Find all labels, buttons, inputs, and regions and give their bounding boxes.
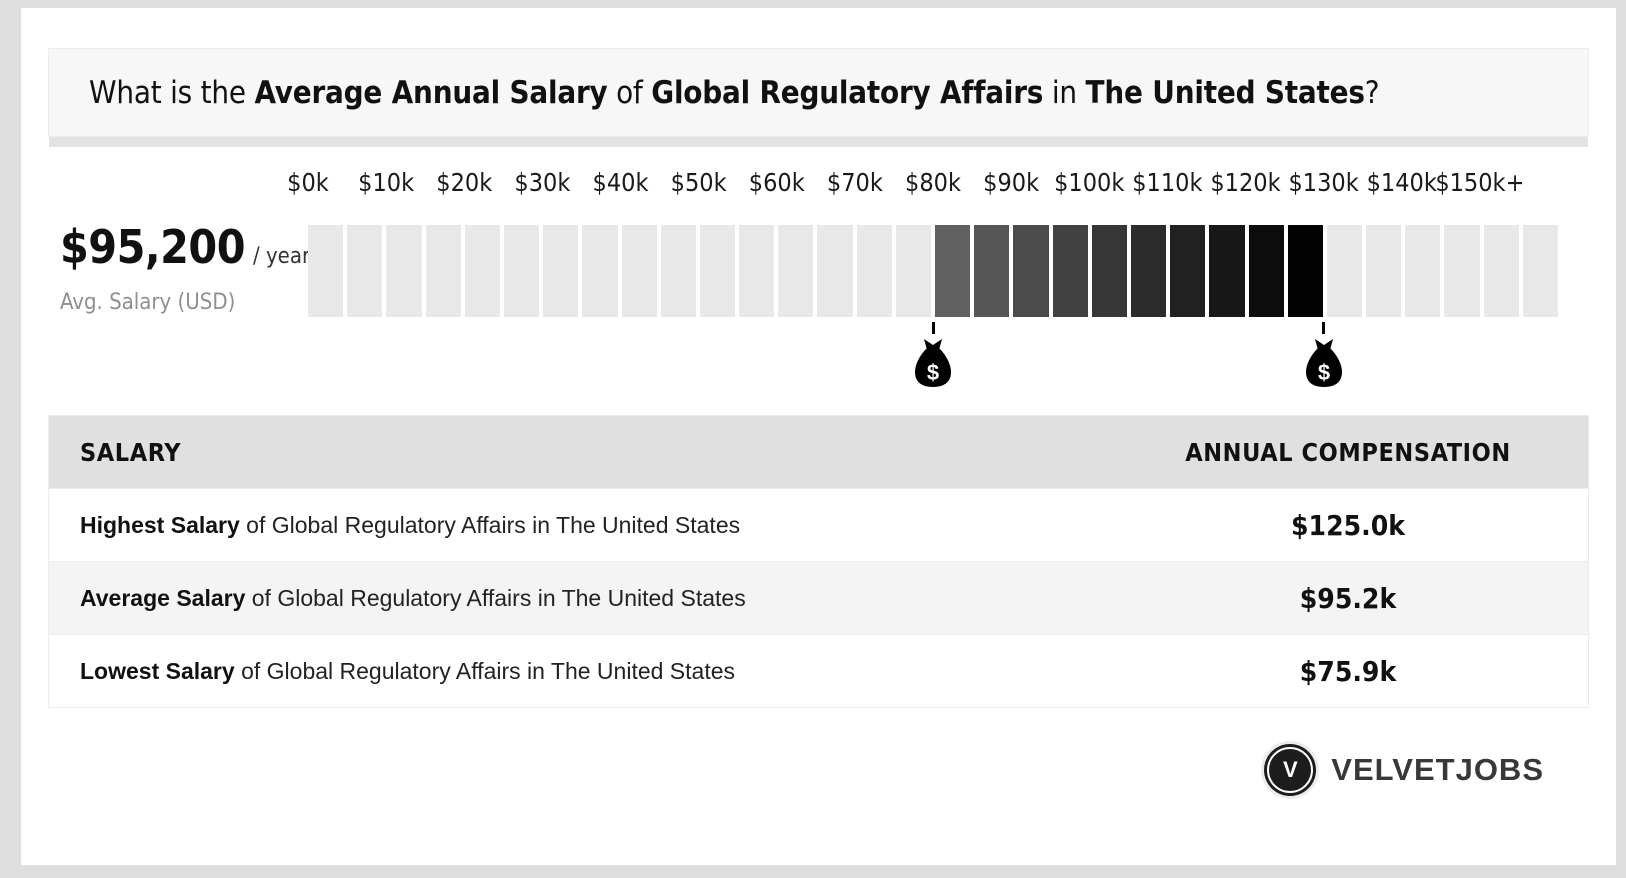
axis-tick: $150k+: [1435, 168, 1525, 197]
axis-tick: $140k: [1366, 168, 1437, 197]
row-description: Highest Salary of Global Regulatory Affa…: [80, 511, 741, 538]
bar-segment-highlighted: [1287, 225, 1323, 317]
svg-text:$: $: [1318, 360, 1330, 385]
salary-range-chart: $0k $10k $20k $30k $40k $50k $60k $70k $80k $90k $…: [287, 148, 1558, 415]
axis-tick: $10k: [358, 168, 415, 197]
money-bag-icon: $: [1305, 339, 1342, 387]
axis-tick: $120k: [1210, 168, 1281, 197]
title-fragment: What is the: [89, 74, 255, 111]
bar-segment-highlighted: [1013, 225, 1049, 317]
axis-tick: $110k: [1132, 168, 1203, 197]
row-description: Average Salary of Global Regulatory Affa…: [80, 584, 746, 611]
bar-segment: [1405, 225, 1441, 317]
title-box: What is the Average Annual Salary of Glo…: [48, 48, 1589, 137]
axis-tick: $30k: [514, 168, 571, 197]
bar-segment: [660, 225, 696, 317]
bar-segment-highlighted: [935, 225, 971, 317]
bar-segment: [1444, 225, 1480, 317]
velvetjobs-logo[interactable]: V VELVETJOBS: [21, 744, 1544, 796]
title-fragment: in: [1043, 74, 1086, 111]
axis-tick: $0k: [287, 168, 329, 197]
bar-segment: [464, 225, 500, 317]
monogram-letter: V: [1282, 757, 1298, 782]
title-fragment: ?: [1364, 74, 1380, 111]
bar-segment: [621, 225, 657, 317]
bar-segment: [503, 225, 540, 317]
bar-segment: [739, 225, 775, 317]
table-row: Average Salary of Global Regulatory Affa…: [49, 561, 1588, 634]
row-value: $95.2k: [1299, 581, 1397, 615]
axis-tick: $130k: [1288, 168, 1359, 197]
lowest-salary-marker: $: [909, 322, 957, 387]
highest-salary-marker: $: [1300, 322, 1348, 387]
per-year-label: / year: [253, 244, 311, 269]
bar-segment: [582, 225, 618, 317]
bar-segment: [308, 225, 344, 317]
bar-segment-highlighted: [1248, 225, 1284, 317]
bar-segment-highlighted: [1130, 225, 1167, 317]
axis-tick: $100k: [1054, 168, 1125, 197]
axis-tick: $90k: [983, 168, 1040, 197]
bar-segment: [425, 225, 461, 317]
avg-salary-caption: Avg. Salary (USD): [60, 290, 236, 315]
compensation-column-header: ANNUAL COMPENSATION: [1185, 437, 1511, 467]
infographic-card: What is the Average Annual Salary of Glo…: [21, 8, 1616, 865]
bar-segment: [1326, 225, 1363, 317]
marker-dash: [931, 322, 935, 334]
bar-segment-highlighted: [1091, 225, 1127, 317]
salary-chart-section: $95,200 / year Avg. Salary (USD) $0k $10k…: [21, 148, 1616, 415]
salary-column-header: SALARY: [80, 437, 182, 467]
svg-text:$: $: [927, 360, 939, 385]
page-title: What is the Average Annual Salary of Glo…: [89, 74, 1380, 111]
table-row: Lowest Salary of Global Regulatory Affai…: [49, 634, 1588, 707]
row-description: Lowest Salary of Global Regulatory Affai…: [80, 657, 736, 684]
money-bag-icon: $: [915, 339, 951, 387]
table-row: Highest Salary of Global Regulatory Affa…: [49, 488, 1588, 561]
salary-axis: $0k $10k $20k $30k $40k $50k $60k $70k $80k $90k $…: [287, 168, 1558, 206]
salary-table: SALARY ANNUAL COMPENSATION Highest Salar…: [48, 415, 1589, 708]
table-header-row: SALARY ANNUAL COMPENSATION: [49, 416, 1588, 488]
brand-name: VELVETJOBS: [1331, 752, 1544, 787]
bar-segment-highlighted: [1209, 225, 1245, 317]
average-salary-summary: $95,200 / year Avg. Salary (USD): [60, 220, 315, 315]
bar-segment: [778, 225, 814, 317]
bar-segment: [543, 225, 579, 317]
row-value: $75.9k: [1299, 654, 1397, 688]
bar-segment: [1522, 225, 1558, 317]
bar-segment-highlighted: [974, 225, 1010, 317]
axis-tick: $20k: [436, 168, 493, 197]
bar-segment: [1366, 225, 1402, 317]
title-fragment: of: [607, 74, 652, 111]
title-fragment: Global Regulatory Affairs: [651, 74, 1044, 111]
bar-segment: [386, 225, 422, 317]
axis-tick: $70k: [826, 168, 883, 197]
velvetjobs-monogram-icon: V: [1264, 744, 1317, 796]
salary-range-bar: [308, 225, 1558, 317]
axis-tick: $50k: [670, 168, 727, 197]
bar-segment-highlighted: [1052, 225, 1088, 317]
bar-segment: [347, 225, 383, 317]
bar-segment: [1483, 225, 1519, 317]
axis-tick: $60k: [748, 168, 805, 197]
title-fragment: Average Annual Salary: [254, 74, 608, 111]
axis-tick: $40k: [592, 168, 649, 197]
bar-segment: [817, 225, 853, 317]
bar-segment-highlighted: [1170, 225, 1206, 317]
marker-dash: [1322, 322, 1326, 334]
bar-segment: [895, 225, 931, 317]
average-salary-amount: $95,200: [60, 220, 246, 274]
bar-segment: [856, 225, 892, 317]
axis-tick: $80k: [905, 168, 961, 197]
bar-segment: [699, 225, 736, 317]
title-fragment: The United States: [1085, 74, 1365, 111]
row-value: $125.0k: [1291, 508, 1405, 542]
